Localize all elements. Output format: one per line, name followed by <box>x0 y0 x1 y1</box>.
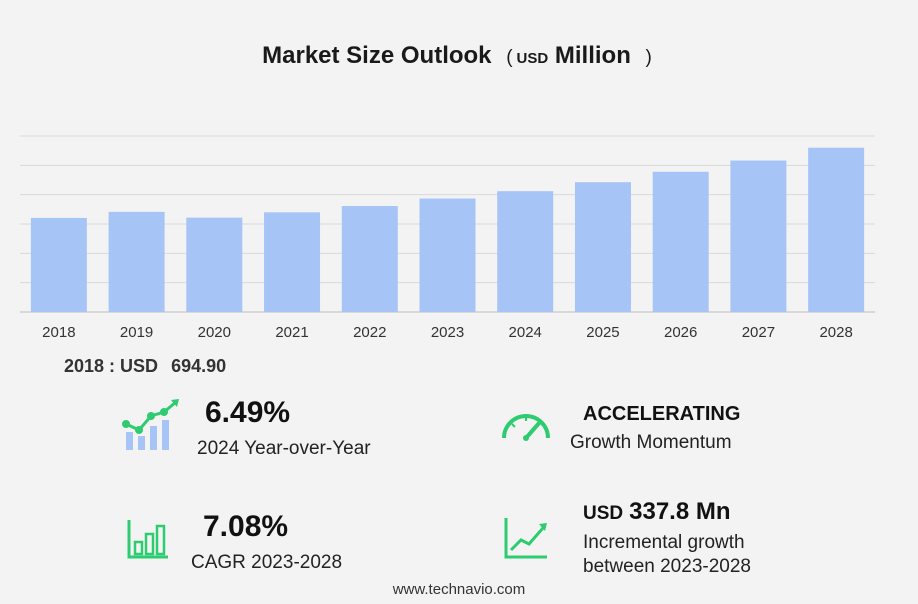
x-tick-label-2018: 2018 <box>42 324 75 341</box>
bar-2024 <box>497 191 554 312</box>
x-tick-label-2024: 2024 <box>509 324 542 341</box>
title-unit-small: USD <box>516 50 549 67</box>
title-unit: Million <box>554 42 631 69</box>
bar-2020 <box>186 217 243 312</box>
x-tick-label-2021: 2021 <box>275 324 308 341</box>
kpi-cagr-label: CAGR 2023-2028 <box>191 552 343 573</box>
title-open-paren: ( <box>506 47 513 68</box>
kpi-cagr-value: 7.08% <box>203 510 289 543</box>
bar-2027 <box>730 160 787 312</box>
kpi-yoy-label: 2024 Year-over-Year <box>197 438 371 459</box>
bar-2025 <box>574 182 631 312</box>
x-tick-label-2026: 2026 <box>664 324 697 341</box>
line-trend-icon <box>504 518 547 559</box>
kpi-incremental-amount: 337.8 Mn <box>629 498 731 525</box>
bar-2026 <box>652 171 709 312</box>
base-year-value: 2018 : USD 694.90 <box>64 356 226 377</box>
bar-chart: 2018 2019 2020 2021 2022 2023 2024 2025 2026 2027… <box>20 135 875 341</box>
bar-2022 <box>341 206 398 312</box>
kpi-incremental-label-2: between 2023-2028 <box>583 556 751 577</box>
base-year-amount: 694.90 <box>171 356 227 376</box>
growth-chart-icon <box>122 399 179 450</box>
kpi-incremental-value: USD 337.8 Mn <box>583 498 731 526</box>
kpi-incremental-label-1: Incremental growth <box>583 532 745 553</box>
x-tick-label-2022: 2022 <box>353 324 386 341</box>
bar-chart-icon <box>127 520 168 559</box>
kpi-momentum-value: ACCELERATING <box>583 403 741 425</box>
x-tick-label-2020: 2020 <box>198 324 231 341</box>
bar-2023 <box>419 198 476 312</box>
bar-2019 <box>108 211 165 312</box>
bar-2021 <box>264 212 321 312</box>
x-tick-label-2028: 2028 <box>819 324 852 341</box>
base-year-label: 2018 : USD <box>64 356 159 376</box>
chart-title: Market Size Outlook (USD Million ) <box>0 42 918 70</box>
speedometer-icon <box>502 414 550 441</box>
kpi-yoy-value: 6.49% <box>205 396 291 429</box>
x-tick-label-2025: 2025 <box>586 324 619 341</box>
x-tick-label-2023: 2023 <box>431 324 464 341</box>
bar-2028 <box>808 147 865 312</box>
kpi-incremental-currency: USD <box>583 503 624 524</box>
title-close-paren: ) <box>645 47 652 68</box>
kpi-momentum-label: Growth Momentum <box>570 432 732 453</box>
bar-2018 <box>30 217 87 312</box>
title-main: Market Size Outlook <box>262 42 492 69</box>
source-url: www.technavio.com <box>392 581 526 598</box>
x-tick-label-2019: 2019 <box>120 324 153 341</box>
x-tick-label-2027: 2027 <box>742 324 775 341</box>
